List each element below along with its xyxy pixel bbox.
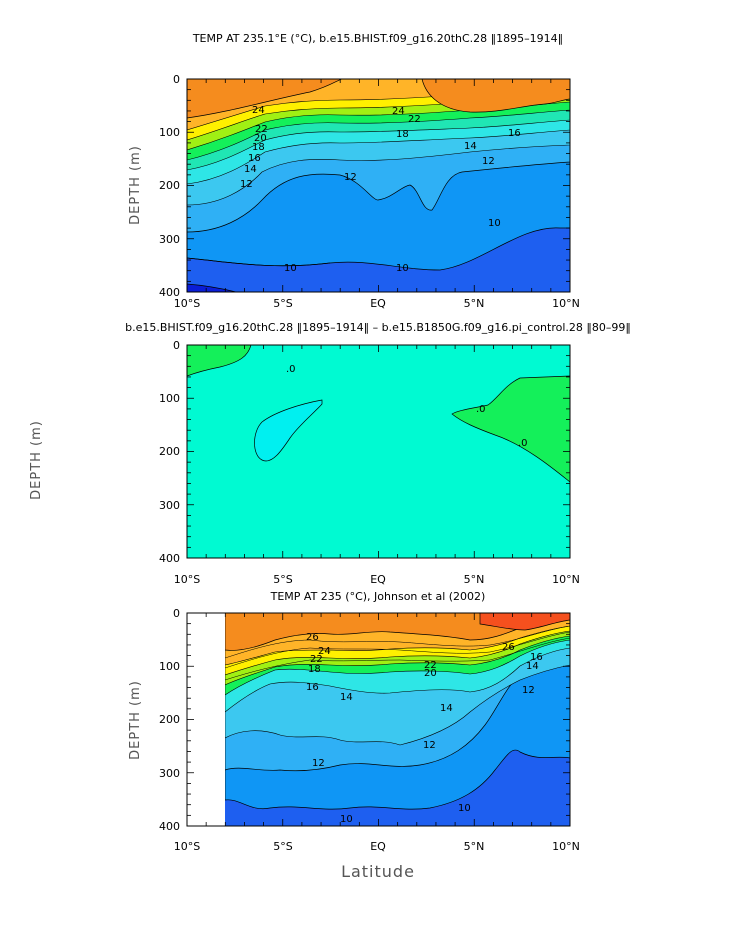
- ytick: 100: [159, 392, 180, 405]
- y-axis-label: DEPTH (m): [128, 145, 143, 225]
- panel-2-title: b.e15.BHIST.f09_g16.20thC.28 ‖1895–1914‖…: [125, 321, 631, 334]
- clabel: 12: [522, 685, 535, 696]
- clabel: 24: [318, 646, 331, 657]
- band-positive-west: [187, 345, 252, 377]
- band-24-east: [421, 79, 570, 113]
- clabel: 10: [458, 803, 471, 814]
- clabel: 26: [306, 632, 319, 643]
- clabel: 14: [340, 692, 353, 703]
- xtick: 10°N: [552, 840, 580, 853]
- ytick: 300: [159, 233, 180, 246]
- clabel: 20: [254, 133, 267, 144]
- panel-1-axes: 0 100 200 300 400 10°S 5°S EQ 5°N 10°N D…: [128, 73, 580, 310]
- clabel: 14: [244, 164, 257, 175]
- xtick: 10°N: [552, 297, 580, 310]
- tick-marks: [186, 78, 571, 827]
- panel-1-title: TEMP AT 235.1°E (°C), b.e15.BHIST.f09_g1…: [192, 32, 563, 45]
- ytick: 400: [159, 820, 180, 833]
- xtick: EQ: [370, 573, 386, 586]
- clabel: 12: [240, 179, 253, 190]
- x-axis-label: Latitude: [341, 862, 415, 881]
- clabel: 16: [248, 153, 261, 164]
- clabel: 16: [306, 682, 319, 693]
- xtick: 5°N: [464, 297, 485, 310]
- xtick: 5°N: [464, 573, 485, 586]
- ytick: 100: [159, 126, 180, 139]
- panel-3-axes: 0 100 200 300 400 10°S 5°S EQ 5°N 10°N D…: [128, 607, 580, 881]
- clabel: 14: [526, 661, 539, 672]
- clabel: 16: [530, 652, 543, 663]
- clabel: 12: [423, 740, 436, 751]
- xtick: 5°N: [464, 840, 485, 853]
- ytick: 400: [159, 286, 180, 299]
- ytick: 400: [159, 552, 180, 565]
- ytick: 0: [173, 73, 180, 86]
- clabel: 10: [488, 218, 501, 229]
- xtick: 5°S: [273, 840, 292, 853]
- clabel: 12: [344, 172, 357, 183]
- xtick: EQ: [370, 297, 386, 310]
- clabel: .0: [518, 438, 528, 449]
- clabel: 10: [340, 814, 353, 825]
- contour-lines: [225, 625, 570, 681]
- band-negative: [254, 399, 323, 462]
- xtick: EQ: [370, 840, 386, 853]
- band-24: [187, 79, 343, 119]
- band-26: [479, 613, 570, 631]
- clabel: 22: [255, 124, 268, 135]
- xtick: 5°S: [273, 573, 292, 586]
- ytick: 0: [173, 607, 180, 620]
- clabel: .0: [286, 364, 296, 375]
- clabel: 12: [482, 156, 495, 167]
- panel-1: TEMP AT 235.1°E (°C), b.e15.BHIST.f09_g1…: [128, 32, 580, 310]
- ytick: 100: [159, 660, 180, 673]
- clabel: 18: [308, 664, 321, 675]
- ytick: 300: [159, 767, 180, 780]
- panel-2-contour-labels: .0 .0 .0: [286, 364, 528, 449]
- clabel: 22: [408, 114, 421, 125]
- clabel: 14: [464, 141, 477, 152]
- clabel: 10: [396, 263, 409, 274]
- panel-2: b.e15.BHIST.f09_g16.20thC.28 ‖1895–1914‖…: [29, 321, 631, 586]
- ytick: 200: [159, 445, 180, 458]
- xtick: 10°N: [552, 573, 580, 586]
- clabel: 26: [502, 642, 515, 653]
- band-positive-east: [451, 375, 570, 483]
- ytick: 200: [159, 179, 180, 192]
- xtick: 10°S: [174, 840, 200, 853]
- panel-1-contour-labels: 24 22 20 18 16 14 12 12 10 10 10 24 22 1…: [240, 105, 521, 274]
- clabel: 12: [312, 758, 325, 769]
- panel-3-title: TEMP AT 235 (°C), Johnson et al (2002): [270, 590, 486, 603]
- band-0: [187, 345, 570, 558]
- y-axis-label: DEPTH (m): [128, 680, 143, 760]
- clabel: 18: [396, 129, 409, 140]
- clabel: .0: [476, 404, 486, 415]
- clabel: 14: [440, 703, 453, 714]
- clabel: 24: [392, 106, 405, 117]
- clabel: 18: [252, 142, 265, 153]
- band-8: [187, 283, 237, 292]
- contour-10-line: [187, 257, 331, 267]
- panel-3: TEMP AT 235 (°C), Johnson et al (2002) 2…: [128, 590, 580, 881]
- xtick: 10°S: [174, 573, 200, 586]
- panel-1-field: [187, 79, 570, 292]
- panel-3-field: [225, 613, 570, 826]
- panel-3-contour-labels: 26 24 22 18 16 14 14 12 12 12 10 10 26 2…: [306, 632, 543, 825]
- clabel: 24: [252, 105, 265, 116]
- panel-2-axes: 0 100 200 300 400 10°S 5°S EQ 5°N 10°N D…: [29, 339, 580, 586]
- clabel: 22: [310, 654, 323, 665]
- clabel: 16: [508, 128, 521, 139]
- ytick: 0: [173, 339, 180, 352]
- panel-2-field: [187, 345, 570, 558]
- xtick: 10°S: [174, 297, 200, 310]
- clabel: 10: [284, 263, 297, 274]
- clabel: 22: [424, 660, 437, 671]
- ytick: 200: [159, 713, 180, 726]
- ytick: 300: [159, 499, 180, 512]
- xtick: 5°S: [273, 297, 292, 310]
- y-axis-label: DEPTH (m): [29, 420, 44, 500]
- clabel: 20: [424, 668, 437, 679]
